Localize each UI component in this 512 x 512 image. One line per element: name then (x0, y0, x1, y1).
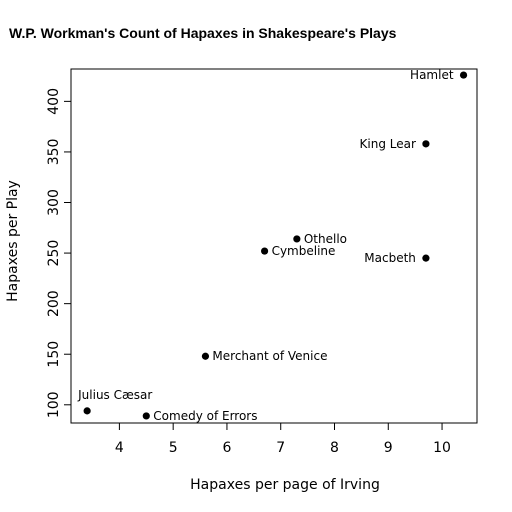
y-tick-label: 350 (46, 139, 62, 166)
data-point (422, 140, 430, 148)
point-label: Julius Cæsar (77, 388, 152, 402)
point-label: King Lear (360, 137, 416, 151)
point-label: Merchant of Venice (212, 349, 327, 363)
point-label: Othello (304, 232, 347, 246)
x-tick-label: 9 (384, 440, 393, 456)
data-point (459, 71, 468, 79)
y-tick-label: 250 (46, 240, 62, 267)
point-label: Comedy of Errors (153, 409, 257, 423)
x-tick-label: 6 (222, 440, 231, 456)
y-tick-label: 300 (46, 189, 62, 216)
y-tick-label: 400 (46, 88, 62, 115)
chart-title: W.P. Workman's Count of Hapaxes in Shake… (9, 25, 397, 41)
data-point (142, 412, 150, 420)
data-point (83, 407, 91, 415)
data-point (260, 247, 269, 255)
y-tick-label: 150 (46, 341, 62, 368)
x-tick-label: 8 (330, 440, 339, 456)
y-tick-label: 100 (46, 391, 62, 418)
point-label: Cymbeline (272, 244, 336, 258)
data-point (201, 352, 210, 360)
x-tick-label: 5 (169, 440, 178, 456)
x-tick-label: 7 (276, 440, 285, 456)
y-tick-label: 200 (46, 290, 62, 317)
point-label: Macbeth (364, 251, 416, 265)
data-point (293, 235, 301, 243)
y-axis: 100 150 200 250 300 350 400 (46, 88, 72, 418)
x-tick-label: 10 (433, 440, 451, 456)
x-axis: 4 5 6 7 8 9 10 (115, 422, 451, 456)
y-axis-title: Hapaxes per Play (5, 180, 21, 302)
data-point (422, 254, 430, 262)
x-axis-title: Hapaxes per page of Irving (190, 477, 380, 493)
x-tick-label: 4 (115, 440, 124, 456)
point-label: Hamlet (410, 68, 454, 82)
